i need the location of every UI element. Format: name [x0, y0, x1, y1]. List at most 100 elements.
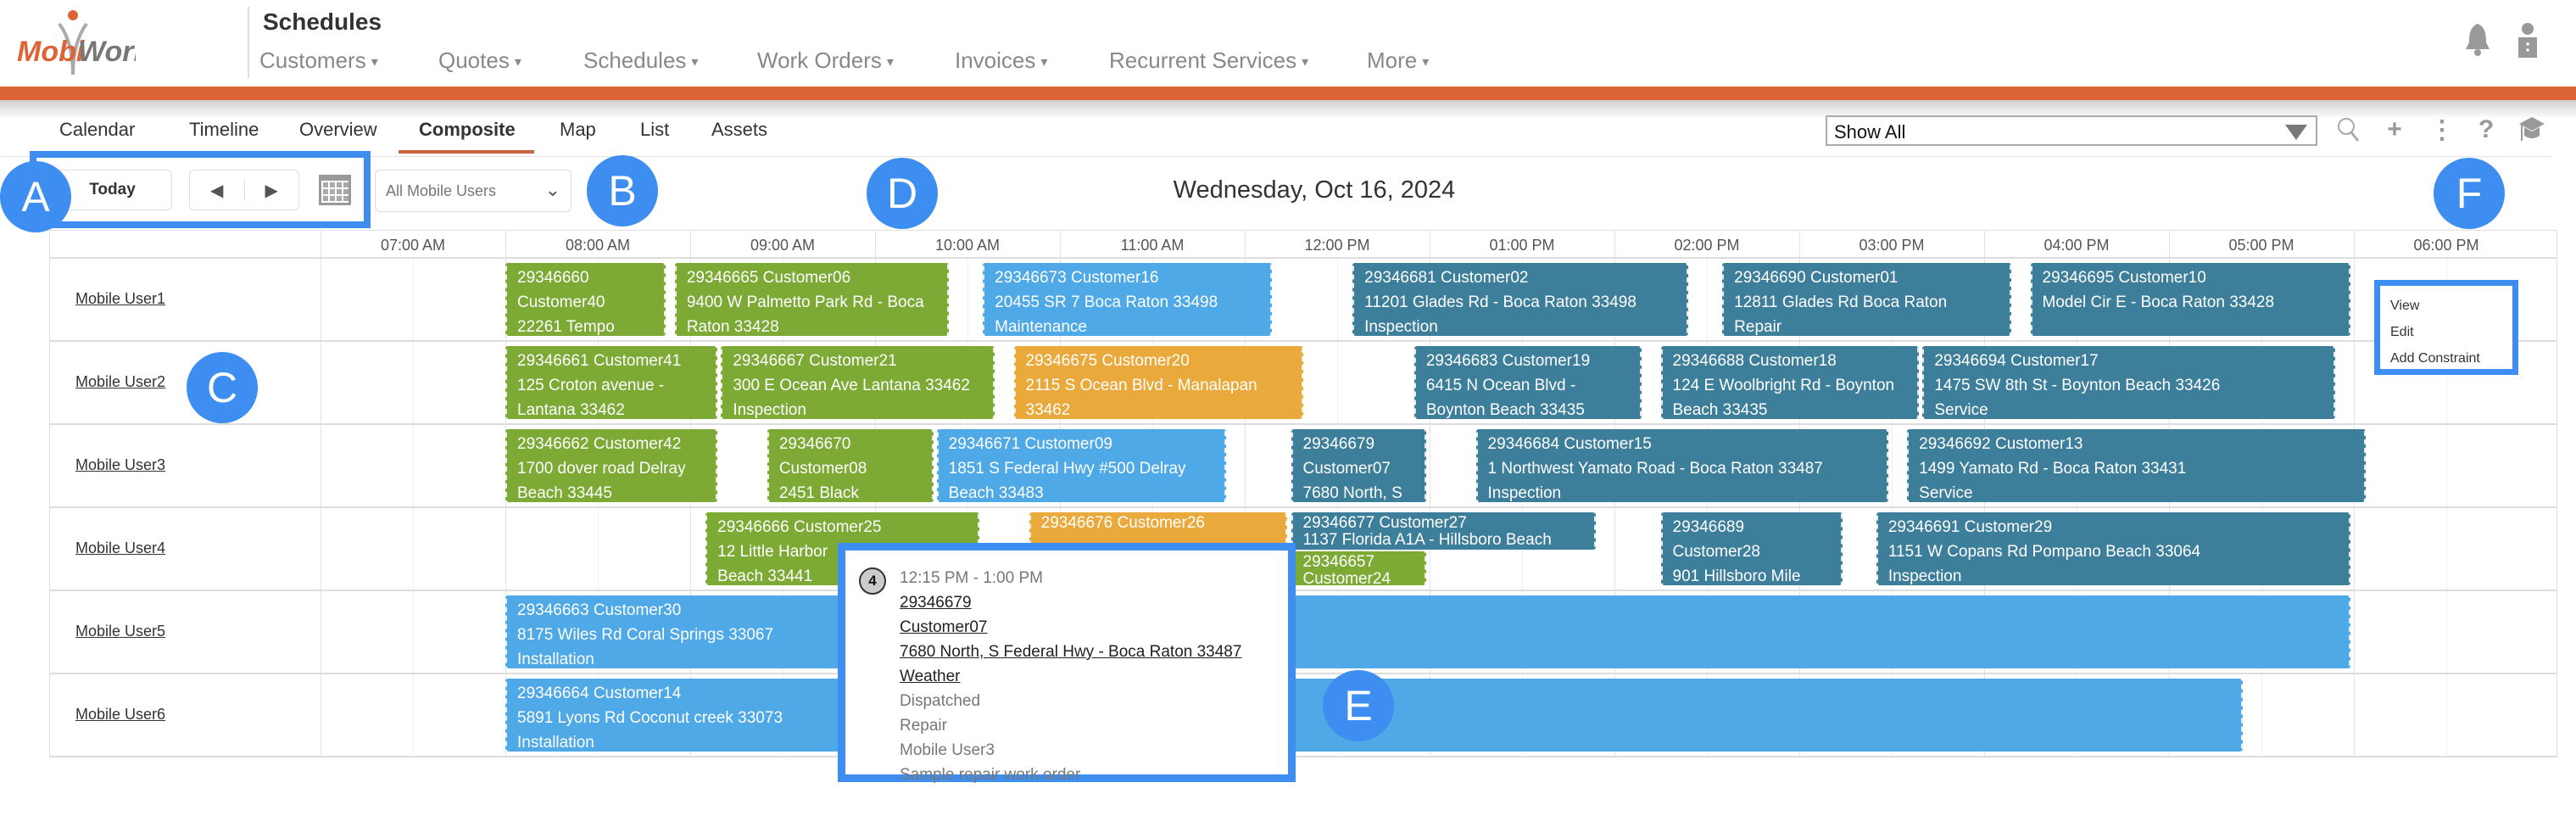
nav-label: Schedules — [583, 48, 687, 73]
filter-select[interactable]: Show All — [1826, 115, 2317, 146]
schedule-event[interactable]: 29346663 Customer30 8175 Wiles Rd Coral S… — [505, 595, 2350, 668]
tooltip-customer-link[interactable]: Customer07 — [900, 618, 988, 636]
page-title: Schedules — [263, 8, 382, 35]
tab-timeline[interactable]: Timeline — [189, 119, 259, 140]
time-header: 11:00 AM — [1120, 237, 1185, 254]
event-address: Model Cir E - Boca Raton 33428 — [2042, 293, 2275, 311]
tab-overview[interactable]: Overview — [299, 119, 377, 140]
schedule-event[interactable]: 29346681 Customer02 11201 Glades Rd - Boc… — [1352, 263, 1688, 336]
help-icon[interactable]: ? — [2478, 115, 2495, 143]
tooltip-work-order-link[interactable]: 29346679 — [900, 594, 972, 612]
time-header: 02:00 PM — [1674, 237, 1740, 254]
schedule-event[interactable]: 29346688 Customer18 124 E Woolbright Rd -… — [1660, 346, 1920, 419]
mobile-user-link[interactable]: Mobile User2 — [75, 373, 166, 390]
schedule-event[interactable]: 29346657 Customer24 — [1291, 551, 1426, 585]
schedule-event[interactable]: 29346667 Customer21 300 E Ocean Ave Lanta… — [721, 346, 995, 419]
row-divider — [49, 340, 2557, 342]
schedule-event[interactable]: 29346691 Customer29 1151 W Copans Rd Pomp… — [1876, 512, 2350, 585]
nav-work-orders[interactable]: Work Orders ▾ — [757, 48, 894, 74]
schedule-event[interactable]: 29346673 Customer16 20455 SR 7 Boca Raton… — [983, 263, 1273, 336]
time-header: 05:00 PM — [2228, 237, 2294, 254]
event-address: 6415 N Ocean Blvd - Boynton Beach 33435 — [1425, 377, 1585, 419]
header-divider — [248, 7, 249, 78]
schedule-event[interactable]: 29346662 Customer42 1700 dover road Delra… — [505, 429, 718, 502]
event-address: 12 Little Harbor Beach 33441 — [717, 543, 828, 585]
schedule-event[interactable]: 29346683 Customer19 6415 N Ocean Blvd - B… — [1413, 346, 1642, 419]
event-address: 1499 Yamato Rd - Boca Raton 33431 — [1919, 460, 2187, 478]
schedule-event[interactable]: 29346684 Customer15 1 Northwest Yamato Ro… — [1475, 429, 1888, 502]
mobiwork-logo[interactable]: MobiWork — [17, 8, 151, 76]
event-address: 901 Hillsboro Mile Hillsboro Beach 33062 — [1672, 567, 1801, 585]
event-address: 1851 S Federal Hwy #500 Delray Beach 334… — [948, 460, 1186, 502]
event-title: 29346670 Customer08 — [778, 435, 867, 478]
nav-invoices[interactable]: Invoices ▾ — [955, 48, 1047, 74]
header-shadow — [0, 100, 2576, 119]
chevron-down-icon: ⌄ — [544, 179, 560, 200]
context-menu-view[interactable]: View — [2390, 299, 2420, 313]
more-vertical-icon[interactable]: ⋮ — [2429, 116, 2455, 144]
schedule-event[interactable]: 29346692 Customer13 1499 Yamato Rd - Boca… — [1907, 429, 2367, 502]
schedule-event[interactable]: 29346694 Customer17 1475 SW 8th St - Boyn… — [1922, 346, 2335, 419]
event-title: 29346661 Customer41 — [517, 352, 682, 370]
event-address: 2451 Black — [778, 484, 859, 502]
schedule-event[interactable]: 29346689 Customer28 901 Hillsboro Mile Hi… — [1660, 512, 1843, 585]
mobile-user-link[interactable]: Mobile User4 — [75, 539, 166, 556]
nav-more[interactable]: More ▾ — [1367, 48, 1429, 74]
event-title: 29346676 Customer26 — [1040, 514, 1205, 532]
tab-assets[interactable]: Assets — [711, 119, 768, 140]
event-title: 29346684 Customer15 — [1487, 435, 1652, 453]
today-button[interactable]: Today — [53, 170, 172, 210]
nav-customers[interactable]: Customers ▾ — [259, 48, 378, 74]
mobile-user-link[interactable]: Mobile User6 — [75, 706, 166, 723]
event-address: 22261 Tempo — [517, 318, 615, 336]
time-header: 08:00 AM — [565, 237, 631, 254]
nav-schedules[interactable]: Schedules ▾ — [583, 48, 698, 74]
plus-icon[interactable]: + — [2387, 115, 2402, 143]
next-day-button[interactable]: ▶ — [243, 179, 299, 201]
nav-quotes[interactable]: Quotes ▾ — [438, 48, 521, 74]
annotation-a: A — [0, 161, 71, 232]
schedule-event[interactable]: 29346675 Customer20 2115 S Ocean Blvd - M… — [1013, 346, 1303, 419]
schedule-event[interactable]: 29346679 Customer07 7680 North, S Federal… — [1291, 429, 1426, 502]
calendar-picker-icon[interactable] — [319, 175, 351, 205]
event-title: 29346675 Customer20 — [1025, 352, 1190, 370]
time-header: 09:00 AM — [750, 237, 816, 254]
tab-calendar[interactable]: Calendar — [59, 119, 136, 140]
row-divider — [49, 506, 2557, 508]
date-title: Wednesday, Oct 16, 2024 — [1173, 176, 1456, 204]
tab-list[interactable]: List — [640, 119, 670, 140]
row-divider — [49, 673, 2557, 674]
event-type: Inspection — [1364, 318, 1438, 336]
context-menu-edit[interactable]: Edit — [2390, 325, 2414, 339]
svg-text:Mobi: Mobi — [17, 36, 86, 68]
schedule-event[interactable]: 29346670 Customer08 2451 Black — [767, 429, 934, 502]
tab-composite[interactable]: Composite — [419, 119, 516, 140]
caret-down-icon: ▾ — [691, 55, 699, 70]
schedule-event[interactable]: 29346695 Customer10 Model Cir E - Boca Ra… — [2030, 263, 2350, 336]
mobile-user-link[interactable]: Mobile User1 — [75, 290, 166, 307]
nav-recurrent-services[interactable]: Recurrent Services ▾ — [1109, 48, 1308, 74]
mobile-user-link[interactable]: Mobile User3 — [75, 456, 166, 473]
mobile-user-link[interactable]: Mobile User5 — [75, 623, 166, 640]
user-profile-icon[interactable] — [2515, 22, 2540, 64]
event-title: 29346679 Customer07 — [1302, 435, 1391, 478]
bell-icon[interactable] — [2463, 22, 2492, 62]
mobile-user-select[interactable]: All Mobile Users ⌄ — [375, 170, 572, 212]
tooltip-address-link[interactable]: 7680 North, S Federal Hwy - Boca Raton 3… — [900, 643, 1242, 661]
event-type: Maintenance — [995, 318, 1087, 336]
tooltip-weather-link[interactable]: Weather — [900, 668, 961, 685]
schedule-event[interactable]: 29346661 Customer41 125 Croton avenue - L… — [505, 346, 718, 419]
context-menu-add-constraint[interactable]: Add Constraint — [2390, 351, 2480, 366]
event-title: 29346690 Customer01 — [1734, 269, 1899, 287]
schedule-event[interactable]: 29346677 Customer27 1137 Florida A1A - Hi… — [1291, 512, 1596, 550]
schedule-event[interactable]: 29346665 Customer06 9400 W Palmetto Park … — [674, 263, 949, 336]
schedule-event[interactable]: 29346660 Customer40 22261 Tempo — [505, 263, 666, 336]
schedule-event[interactable]: 29346690 Customer01 12811 Glades Rd Boca … — [1722, 263, 2012, 336]
prev-day-button[interactable]: ◀ — [210, 181, 224, 200]
tab-map[interactable]: Map — [560, 119, 596, 140]
search-icon[interactable] — [2333, 115, 2364, 151]
time-header: 03:00 PM — [1859, 237, 1925, 254]
graduation-cap-icon[interactable] — [2517, 115, 2547, 151]
schedule-event[interactable]: 29346671 Customer09 1851 S Federal Hwy #5… — [936, 429, 1226, 502]
event-address: 1700 dover road Delray Beach 33445 — [517, 460, 686, 502]
